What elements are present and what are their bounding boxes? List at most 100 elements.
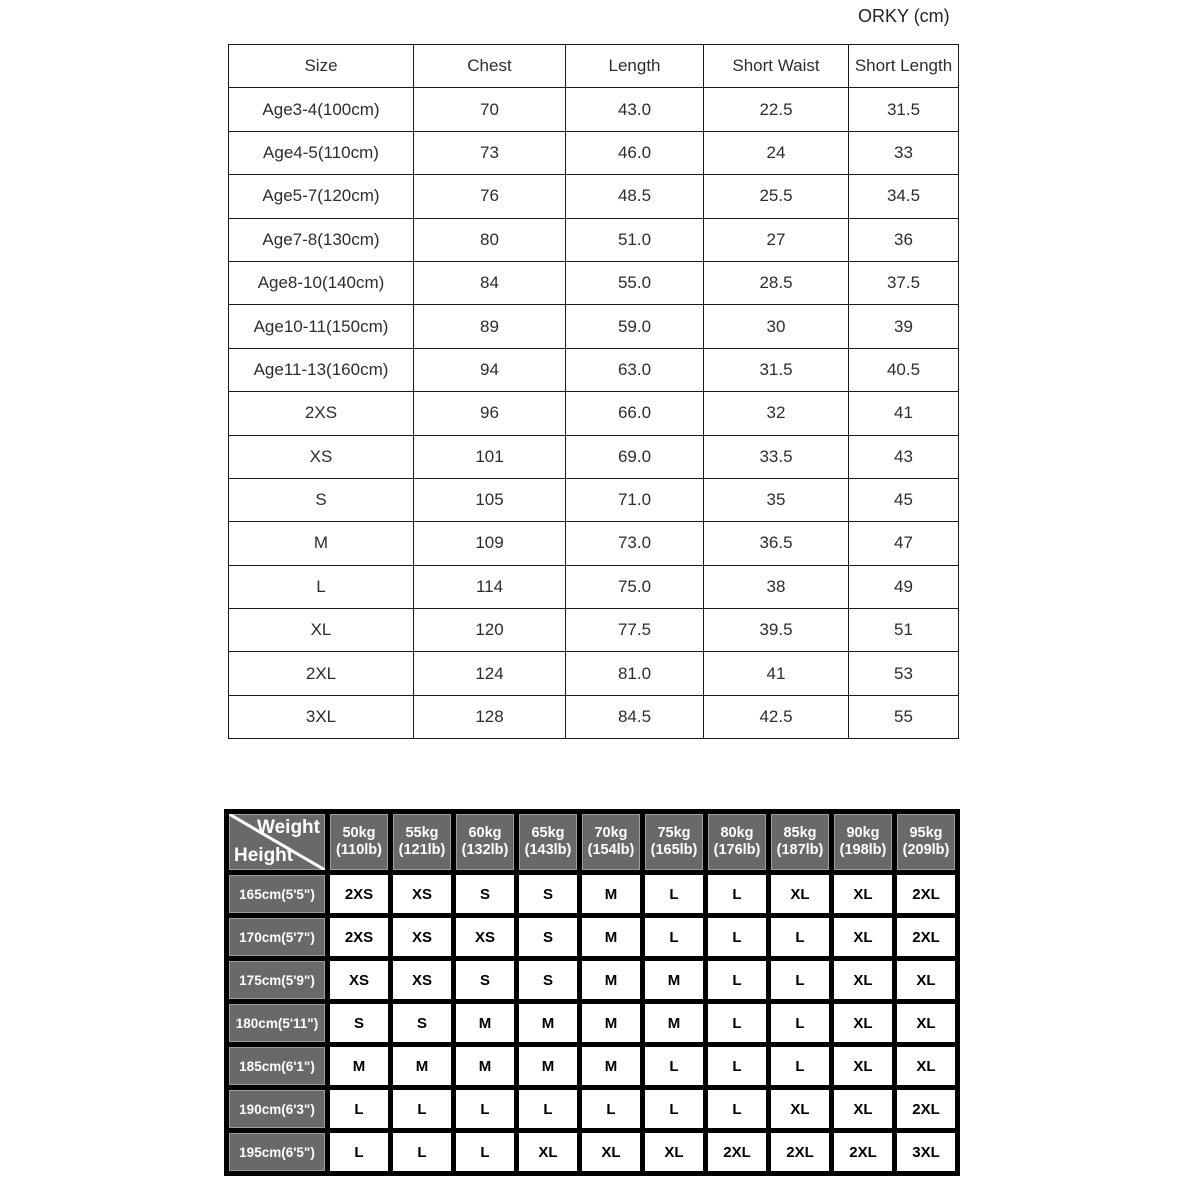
measurement-value-cell: 28.5	[703, 260, 849, 306]
measurement-value-cell: 51	[848, 608, 959, 653]
recommended-size-cell: M	[582, 918, 640, 956]
fit-table-header-row: Weight Height 50kg (110lb) 55kg (121lb) 60kg…	[229, 814, 955, 870]
size-table-row: Age10-11(150cm) 89 59.0 30 39	[228, 304, 959, 349]
recommended-size-cell: L	[582, 1090, 640, 1128]
recommended-size-cell: 2XL	[834, 1133, 892, 1171]
recommended-size-cell: XS	[393, 875, 451, 913]
size-label-cell: Age7-8(130cm)	[228, 217, 414, 262]
diagonal-divider-icon	[229, 814, 325, 870]
measurement-value-cell: 31.5	[848, 87, 959, 132]
size-label-cell: Age8-10(140cm)	[228, 260, 414, 306]
measurement-value-cell: 84	[413, 260, 566, 306]
height-row-header: 170cm(5'7")	[229, 918, 325, 956]
recommended-size-cell: L	[708, 875, 766, 913]
recommended-size-cell: M	[582, 1004, 640, 1042]
measurement-value-cell: 45	[848, 477, 959, 523]
corner-height-label: Height	[234, 845, 294, 866]
recommended-size-cell: M	[330, 1047, 388, 1085]
fit-table-row: 180cm(5'11") S S M M M M L L XL XL	[229, 1004, 955, 1042]
recommended-size-cell: 2XL	[897, 875, 955, 913]
height-row-header: 185cm(6'1")	[229, 1047, 325, 1085]
measurement-value-cell: 55.0	[565, 260, 704, 306]
measurement-value-cell: 33	[848, 130, 959, 176]
weight-column-header: 70kg (154lb)	[582, 814, 640, 870]
measurement-value-cell: 120	[413, 608, 566, 653]
recommended-size-cell: S	[519, 875, 577, 913]
measurement-value-cell: 49	[848, 564, 959, 610]
measurement-value-cell: 101	[413, 434, 566, 479]
size-label-cell: XL	[228, 608, 414, 653]
measurement-value-cell: 71.0	[565, 477, 704, 523]
recommended-size-cell: L	[456, 1090, 514, 1128]
measurement-value-cell: 47	[848, 521, 959, 566]
size-table-row: M 109 73.0 36.5 47	[228, 521, 959, 566]
recommended-size-cell: 2XL	[897, 1090, 955, 1128]
recommended-size-cell: S	[330, 1004, 388, 1042]
recommended-size-cell: M	[645, 961, 703, 999]
measurement-value-cell: 51.0	[565, 217, 704, 262]
measurement-value-cell: 42.5	[703, 694, 849, 740]
recommended-size-cell: M	[519, 1047, 577, 1085]
measurement-value-cell: 48.5	[565, 174, 704, 219]
size-table-row: XS 101 69.0 33.5 43	[228, 434, 959, 479]
recommended-size-cell: XL	[897, 1047, 955, 1085]
measurement-value-cell: 34.5	[848, 174, 959, 219]
weight-kg-label: 65kg	[531, 824, 565, 841]
size-column-header: Short Waist	[703, 43, 849, 89]
recommended-size-cell: 2XS	[330, 918, 388, 956]
recommended-size-cell: XL	[834, 875, 892, 913]
recommended-size-cell: S	[519, 918, 577, 956]
recommended-size-cell: XL	[582, 1133, 640, 1171]
recommended-size-cell: S	[519, 961, 577, 999]
recommended-size-cell: XL	[834, 1090, 892, 1128]
size-label-cell: Age3-4(100cm)	[228, 87, 414, 132]
measurement-value-cell: 27	[703, 217, 849, 262]
recommended-size-cell: S	[456, 875, 514, 913]
recommended-size-cell: XL	[834, 918, 892, 956]
measurement-value-cell: 69.0	[565, 434, 704, 479]
measurement-value-cell: 36	[848, 217, 959, 262]
measurement-value-cell: 32	[703, 391, 849, 436]
recommended-size-cell: XL	[897, 961, 955, 999]
measurement-value-cell: 89	[413, 304, 566, 349]
size-label-cell: 3XL	[228, 694, 414, 740]
size-table-row: Age5-7(120cm) 76 48.5 25.5 34.5	[228, 174, 959, 219]
measurement-value-cell: 38	[703, 564, 849, 610]
recommended-size-cell: M	[456, 1047, 514, 1085]
measurement-value-cell: 81.0	[565, 651, 704, 696]
size-measurements-table: Size Chest Length Short Waist Short Length A…	[228, 43, 959, 740]
corner-weight-label: Weight	[257, 817, 320, 838]
recommended-size-cell: M	[582, 875, 640, 913]
recommended-size-cell: M	[582, 1047, 640, 1085]
recommended-size-cell: XL	[834, 961, 892, 999]
measurement-value-cell: 41	[703, 651, 849, 696]
weight-column-header: 85kg (187lb)	[771, 814, 829, 870]
recommended-size-cell: 2XS	[330, 875, 388, 913]
measurement-value-cell: 75.0	[565, 564, 704, 610]
recommended-size-cell: M	[519, 1004, 577, 1042]
measurement-value-cell: 59.0	[565, 304, 704, 349]
size-label-cell: Age11-13(160cm)	[228, 347, 414, 393]
size-label-cell: XS	[228, 434, 414, 479]
weight-column-header: 95kg (209lb)	[897, 814, 955, 870]
measurement-value-cell: 63.0	[565, 347, 704, 393]
recommended-size-cell: L	[456, 1133, 514, 1171]
weight-column-header: 50kg (110lb)	[330, 814, 388, 870]
recommended-size-cell: XL	[645, 1133, 703, 1171]
weight-lb-label: (176lb)	[713, 842, 761, 858]
height-row-header: 165cm(5'5")	[229, 875, 325, 913]
weight-kg-label: 55kg	[405, 824, 439, 841]
recommended-size-cell: XL	[519, 1133, 577, 1171]
measurement-value-cell: 33.5	[703, 434, 849, 479]
size-label-cell: 2XS	[228, 391, 414, 436]
size-table-row: Age11-13(160cm) 94 63.0 31.5 40.5	[228, 347, 959, 393]
recommended-size-cell: 2XL	[771, 1133, 829, 1171]
recommended-size-cell: XL	[834, 1004, 892, 1042]
measurement-value-cell: 31.5	[703, 347, 849, 393]
measurement-value-cell: 77.5	[565, 608, 704, 653]
height-row-header: 195cm(6'5")	[229, 1133, 325, 1171]
measurement-value-cell: 73	[413, 130, 566, 176]
recommended-size-cell: L	[393, 1133, 451, 1171]
recommended-size-cell: XL	[771, 1090, 829, 1128]
recommended-size-cell: XL	[771, 875, 829, 913]
